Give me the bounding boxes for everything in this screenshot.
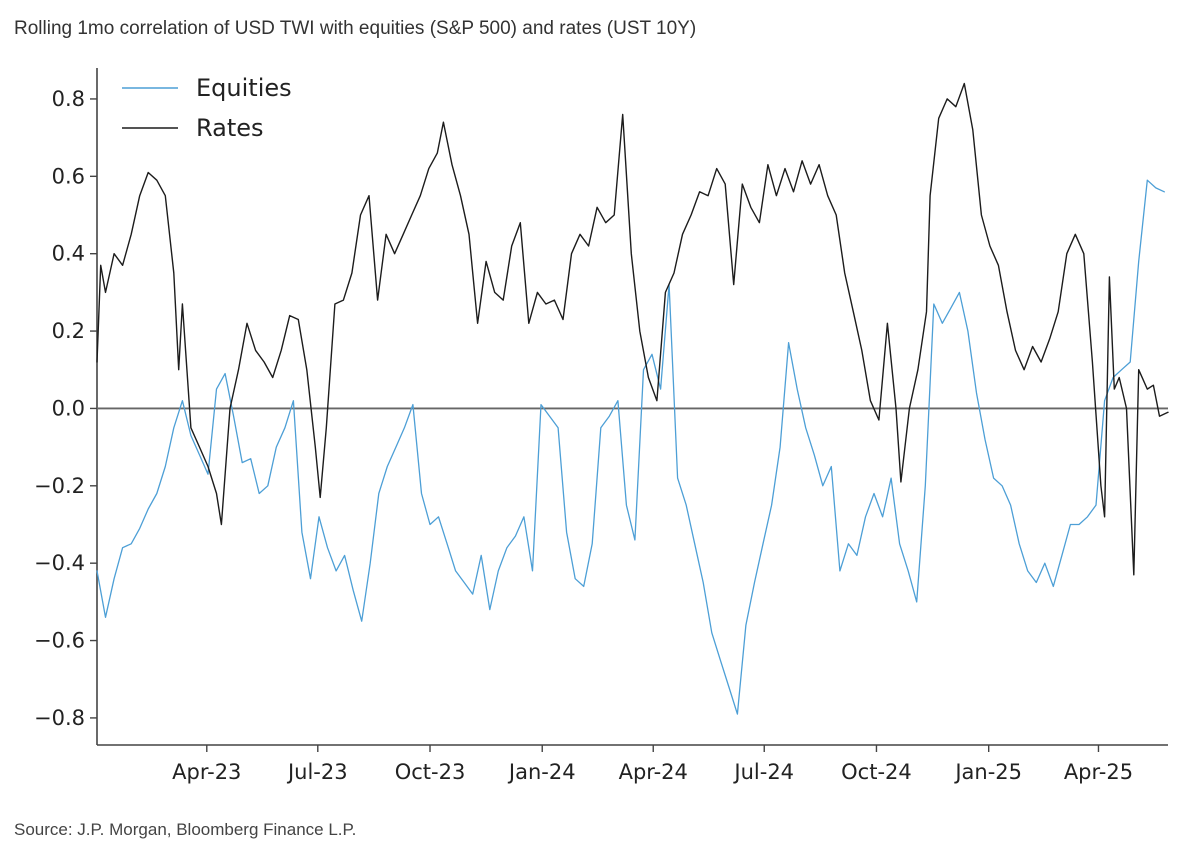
y-tick-label: −0.4 [34, 551, 85, 575]
y-tick-label: −0.2 [34, 474, 85, 498]
series-lines [96, 82, 1169, 715]
x-tick-label: Oct-24 [841, 760, 912, 784]
x-tick-label: Jan-25 [953, 760, 1022, 784]
legend-label-equities: Equities [196, 74, 292, 102]
source-note: Source: J.P. Morgan, Bloomberg Finance L… [14, 820, 357, 839]
legend-label-rates: Rates [196, 114, 264, 142]
y-tick-label: −0.6 [34, 629, 85, 653]
x-tick-label: Apr-24 [619, 760, 688, 784]
y-tick-label: 0.8 [52, 87, 85, 111]
axes: −0.8 −0.6 −0.4 −0.2 0.0 0.2 0.4 0.6 0.8 Apr-23 Jul… [34, 68, 1168, 784]
x-tick-label: Apr-25 [1064, 760, 1133, 784]
legend: Equities Rates [122, 74, 292, 142]
x-tick-label: Oct-23 [395, 760, 466, 784]
chart-title: Rolling 1mo correlation of USD TWI with … [14, 18, 697, 39]
y-tick-label: 0.0 [52, 396, 85, 420]
y-tick-label: 0.4 [52, 242, 85, 266]
series-line-rates [96, 82, 1169, 576]
x-tick-label: Jan-24 [507, 760, 576, 784]
x-tick-label: Jul-24 [732, 760, 794, 784]
x-tick-label: Apr-23 [172, 760, 241, 784]
series-line-equities [96, 179, 1165, 715]
y-tick-label: 0.2 [52, 319, 85, 343]
x-tick-label: Jul-23 [286, 760, 348, 784]
y-tick-label: 0.6 [52, 164, 85, 188]
y-tick-label: −0.8 [34, 706, 85, 730]
